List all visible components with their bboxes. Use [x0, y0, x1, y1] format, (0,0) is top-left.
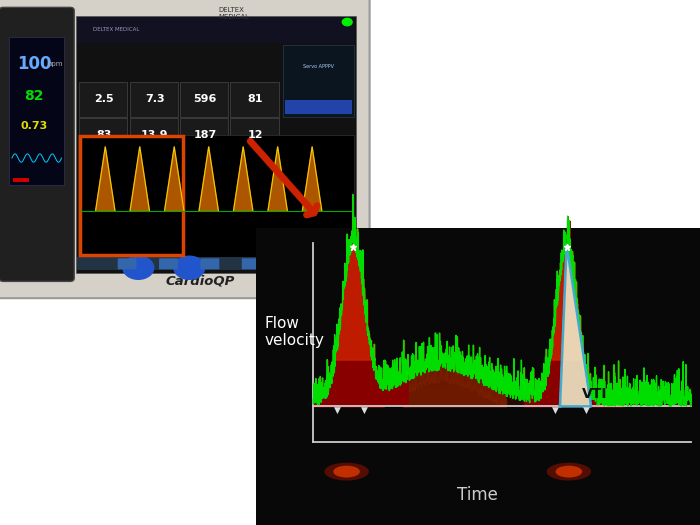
Bar — [77, 257, 354, 270]
Bar — [79, 118, 127, 153]
Bar — [130, 82, 178, 117]
Text: 83: 83 — [97, 130, 112, 140]
Text: 596: 596 — [193, 93, 217, 103]
FancyBboxPatch shape — [241, 258, 260, 269]
Polygon shape — [302, 147, 322, 211]
Polygon shape — [96, 147, 115, 211]
Bar — [130, 118, 178, 153]
Bar — [230, 82, 279, 117]
Text: ▼: ▼ — [335, 406, 341, 415]
Bar — [256, 228, 700, 525]
Text: DELTEX
MEDICAL: DELTEX MEDICAL — [218, 7, 249, 19]
Bar — [180, 118, 228, 153]
FancyBboxPatch shape — [0, 0, 370, 298]
Polygon shape — [234, 147, 253, 211]
Circle shape — [123, 256, 154, 279]
FancyBboxPatch shape — [118, 258, 136, 269]
Text: 13.9: 13.9 — [141, 130, 169, 140]
Ellipse shape — [333, 466, 360, 478]
Circle shape — [342, 18, 352, 26]
FancyBboxPatch shape — [200, 258, 219, 269]
Ellipse shape — [547, 463, 591, 480]
Text: DELTEX MEDICAL: DELTEX MEDICAL — [93, 27, 139, 32]
Text: Servo APPPV: Servo APPPV — [303, 64, 334, 69]
Text: CardioQP: CardioQP — [165, 275, 235, 287]
Text: 81: 81 — [248, 93, 263, 103]
Ellipse shape — [556, 466, 582, 478]
Text: 7.3: 7.3 — [145, 93, 164, 103]
Ellipse shape — [324, 463, 369, 480]
Bar — [79, 82, 127, 117]
Text: ▼: ▼ — [583, 406, 590, 415]
Polygon shape — [268, 147, 287, 211]
Text: 82: 82 — [25, 89, 43, 103]
Text: 187: 187 — [193, 130, 217, 140]
Bar — [9, 37, 64, 185]
Text: VTI: VTI — [582, 387, 608, 402]
Circle shape — [174, 256, 204, 279]
Bar — [180, 82, 228, 117]
Text: 12: 12 — [248, 130, 263, 140]
Bar — [76, 16, 356, 273]
Text: ▼: ▼ — [361, 406, 368, 415]
Text: Time: Time — [457, 486, 498, 505]
Bar — [80, 136, 183, 255]
Text: 100: 100 — [17, 55, 51, 73]
Bar — [283, 45, 354, 117]
Bar — [230, 118, 279, 153]
Text: 2.5: 2.5 — [94, 93, 114, 103]
Text: ▼: ▼ — [552, 406, 559, 415]
Bar — [77, 17, 354, 43]
FancyBboxPatch shape — [0, 7, 74, 281]
Text: 0.73: 0.73 — [20, 121, 48, 131]
Bar — [13, 177, 29, 182]
FancyBboxPatch shape — [159, 258, 178, 269]
Polygon shape — [164, 147, 184, 211]
Text: Flow
velocity: Flow velocity — [265, 316, 324, 349]
Polygon shape — [560, 245, 591, 406]
Bar — [285, 100, 352, 114]
Polygon shape — [199, 147, 218, 211]
FancyBboxPatch shape — [283, 258, 302, 269]
Text: bpm: bpm — [48, 61, 63, 67]
Polygon shape — [130, 147, 149, 211]
Bar — [78, 134, 354, 257]
